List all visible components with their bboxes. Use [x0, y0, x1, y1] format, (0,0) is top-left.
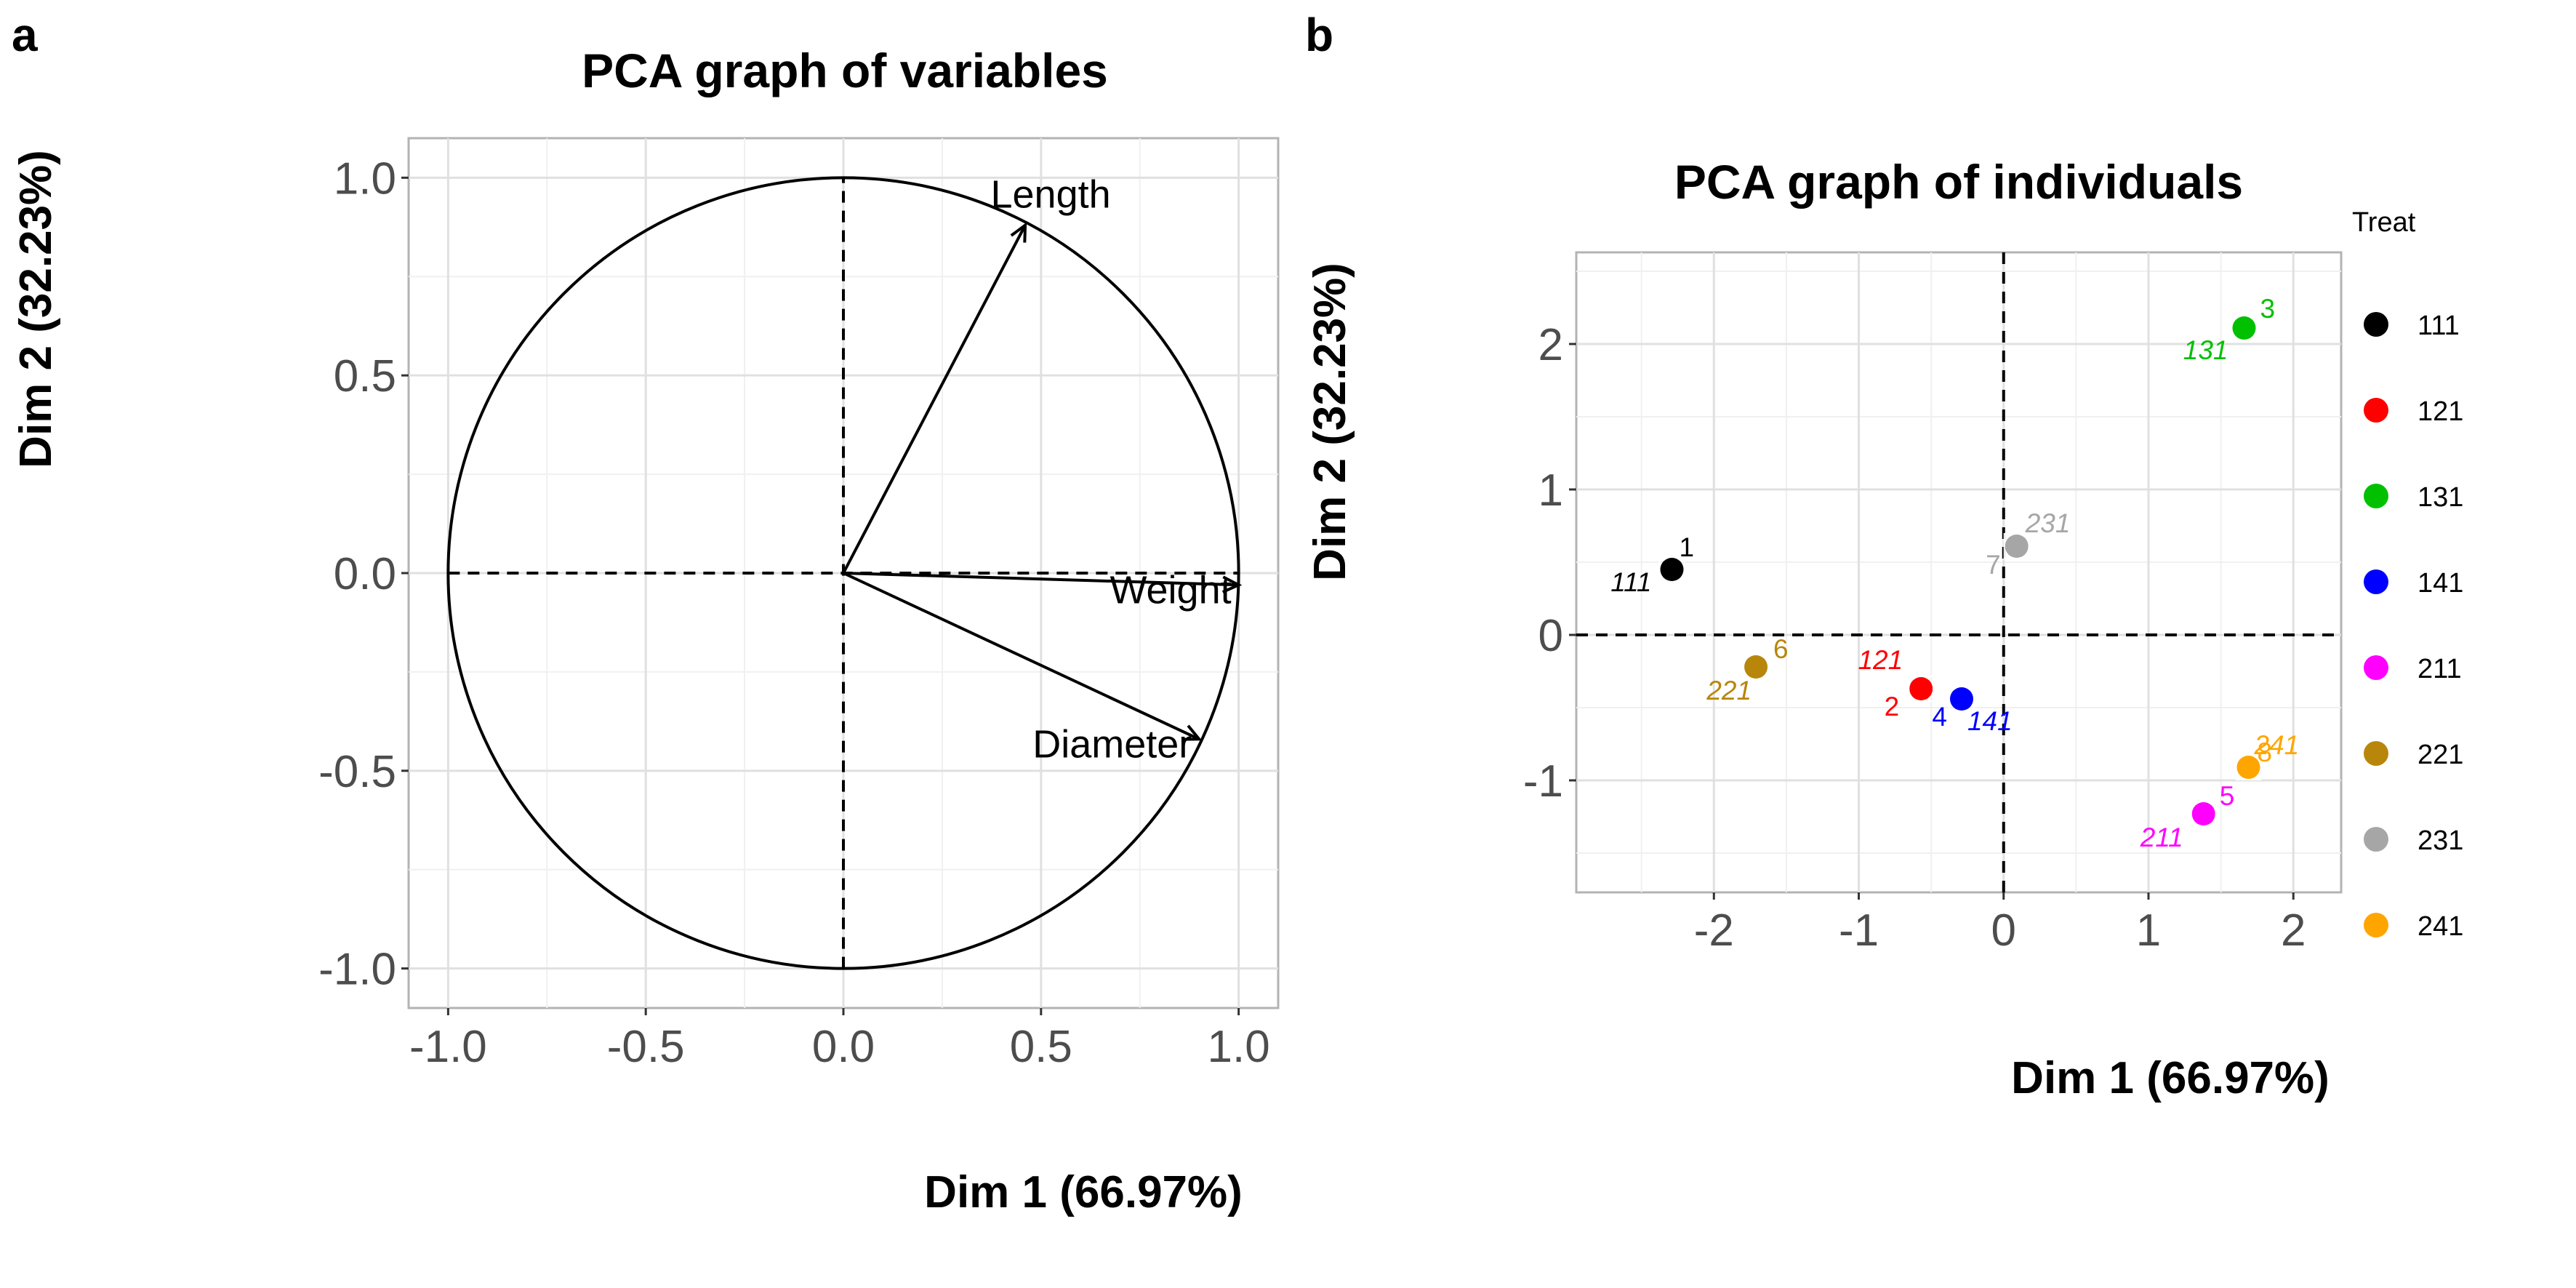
point-label-id: 3: [2260, 294, 2276, 324]
y-tick-label: 2: [1538, 320, 1563, 370]
point-label-id: 7: [1986, 550, 2001, 580]
panel-a-variable-arrows: Length Weight Diameter: [842, 173, 1243, 766]
panel-b-plot-frame: [1575, 251, 2343, 894]
point-label-treat: 141: [1967, 706, 2013, 736]
point-label-id: 1: [1680, 532, 1695, 562]
x-tick-label: -0.5: [607, 1022, 685, 1072]
panel-a-x-tick-labels: -1.0 -0.5 0.0 0.5 1.0: [409, 1008, 1270, 1072]
point-241: [2236, 756, 2260, 779]
point-141: [1949, 687, 1973, 711]
point-centroid-marker: [1948, 686, 1975, 712]
correlation-circle: [446, 176, 1240, 970]
variable-label: Length: [990, 173, 1110, 217]
point-211: [2191, 802, 2215, 825]
variable-arrow: [843, 572, 1239, 587]
panel-b-reference-lines: [1576, 252, 2341, 892]
legend-label: 141: [2417, 568, 2463, 599]
point-centroid-marker: [1908, 676, 1935, 702]
legend-title: Treat: [2352, 207, 2416, 238]
point-131: [2232, 316, 2256, 340]
panel-a-letter: a: [12, 9, 38, 61]
point-label-treat: 231: [2025, 508, 2071, 538]
point-centroid-marker: [2190, 801, 2217, 827]
point-label-treat: 131: [2183, 335, 2228, 365]
point-label-treat: 211: [2140, 823, 2183, 852]
legend-label: 121: [2417, 396, 2463, 427]
panel-a-y-tick-labels: 1.0 0.5 0.0 -0.5 -1.0: [318, 153, 409, 995]
panel-a-x-axis-title: Dim 1 (66.97%): [924, 1167, 1243, 1217]
panel-b-grid: [1576, 252, 2341, 892]
point-221: [1744, 655, 1768, 679]
x-tick-label: 1: [2136, 905, 2161, 956]
x-tick-label: 0.5: [1010, 1022, 1072, 1072]
panel-a: a PCA graph of variables Length Weight Dia…: [11, 9, 1280, 1217]
point-121: [1909, 677, 1933, 700]
legend-label: 211: [2417, 654, 2462, 684]
panel-a-title: PCA graph of variables: [582, 44, 1108, 97]
point-label-id: 4: [1932, 702, 1947, 732]
panel-b: b PCA graph of individuals 1111121213131…: [1305, 9, 2463, 1103]
variable-label: Diameter: [1032, 722, 1192, 766]
panel-b-x-axis-title: Dim 1 (66.97%): [2011, 1053, 2330, 1103]
variable-label: Weight: [1110, 568, 1232, 612]
y-tick-label: 0.0: [334, 549, 396, 599]
legend-swatch-111: [2364, 312, 2388, 337]
y-tick-label: -1: [1523, 756, 1563, 807]
x-tick-label: 2: [2281, 905, 2306, 956]
legend-label: 241: [2417, 911, 2463, 942]
variable-arrow: [843, 572, 1200, 741]
y-tick-label: 1: [1538, 465, 1563, 516]
point-231: [2005, 535, 2029, 558]
panel-b-x-tick-labels: -2 -1 0 1 2: [1694, 892, 2306, 956]
y-tick-label: 1.0: [334, 153, 396, 204]
legend-swatch-211: [2364, 655, 2388, 680]
y-tick-label: -0.5: [318, 747, 396, 797]
point-label-id: 5: [2220, 781, 2235, 811]
legend-label: 231: [2417, 825, 2463, 856]
legend-label: 131: [2417, 482, 2463, 513]
point-centroid-marker: [2003, 533, 2030, 559]
point-label-treat: 111: [1610, 567, 1651, 597]
legend-swatch-131: [2364, 484, 2388, 508]
point-label-treat: 121: [1858, 645, 1903, 675]
panel-a-y-axis-title: Dim 2 (32.23%): [11, 150, 61, 468]
point-label-treat: 241: [2253, 730, 2299, 760]
legend-label: 221: [2417, 740, 2463, 770]
point-label-id: 8: [2257, 737, 2272, 767]
y-tick-label: -1.0: [318, 945, 396, 995]
panel-b-title: PCA graph of individuals: [1674, 155, 2243, 209]
point-centroid-marker: [2235, 754, 2262, 780]
legend-swatch-241: [2364, 913, 2388, 937]
arrow-head: [1010, 222, 1027, 243]
legend-swatch-121: [2364, 398, 2388, 423]
point-label-id: 6: [1773, 634, 1789, 664]
legend-swatch-141: [2364, 569, 2388, 594]
legend: 111 121 131 141 211 221 231 241: [2364, 311, 2463, 942]
y-tick-label: 0.5: [334, 351, 396, 401]
variable-arrow: [842, 224, 1027, 574]
panel-b-letter: b: [1305, 9, 1333, 61]
legend-swatch-221: [2364, 741, 2388, 766]
point-centroid-marker: [2231, 315, 2258, 341]
panel-b-y-axis-title: Dim 2 (32.23%): [1305, 263, 1355, 581]
legend-swatch-231: [2364, 827, 2388, 852]
x-tick-label: 0.0: [812, 1022, 875, 1072]
x-tick-label: 0: [1991, 905, 2016, 956]
point-centroid-marker: [1658, 556, 1685, 583]
x-tick-label: -1: [1839, 905, 1879, 956]
x-tick-label: -1.0: [409, 1022, 487, 1072]
y-tick-label: 0: [1538, 611, 1563, 661]
point-label-id: 2: [1885, 692, 1900, 721]
x-tick-label: -2: [1694, 905, 1734, 956]
arrow-head: [1221, 575, 1243, 593]
panel-b-y-tick-labels: 2 1 0 -1: [1523, 320, 1576, 807]
legend-label: 111: [2417, 311, 2460, 341]
arrow-head: [1181, 724, 1203, 741]
point-label-treat: 221: [1706, 676, 1752, 705]
point-centroid-marker: [1743, 654, 1770, 680]
x-tick-label: 1.0: [1208, 1022, 1270, 1072]
point-111: [1660, 558, 1684, 581]
